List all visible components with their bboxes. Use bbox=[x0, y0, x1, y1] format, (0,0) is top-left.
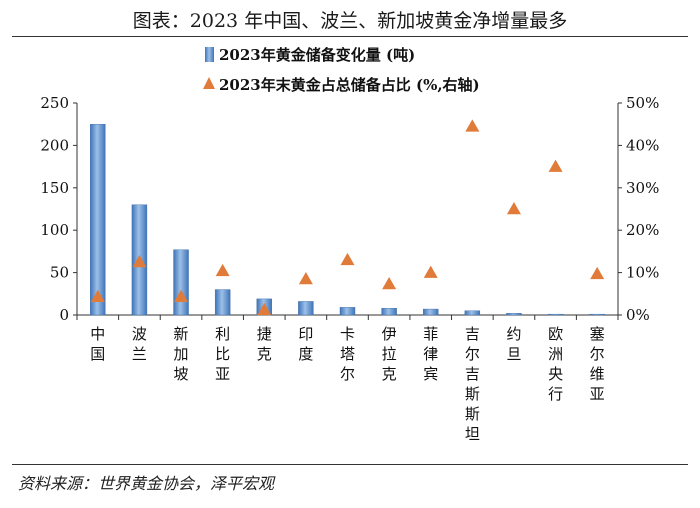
y-left-tick-label: 250 bbox=[40, 94, 69, 112]
marker-point bbox=[382, 277, 397, 290]
bar bbox=[589, 313, 605, 316]
bottom-rule bbox=[12, 464, 688, 465]
y-right-tick-label: 40% bbox=[626, 136, 659, 154]
marker-point bbox=[465, 119, 480, 132]
y-right-tick-label: 30% bbox=[626, 179, 659, 197]
marker-point bbox=[90, 289, 105, 303]
bar bbox=[173, 249, 189, 316]
marker-point bbox=[215, 263, 230, 277]
category-label: 新加坡 bbox=[174, 325, 189, 383]
marker-point bbox=[257, 302, 272, 316]
y-left-tick-label: 50 bbox=[50, 264, 69, 282]
y-left-tick-label: 0 bbox=[59, 306, 69, 324]
bar bbox=[381, 308, 397, 316]
category-label: 捷克 bbox=[257, 325, 272, 363]
y-right-tick-label: 20% bbox=[626, 221, 659, 239]
source-note: 资料来源：世界黄金协会，泽平宏观 bbox=[18, 474, 275, 493]
legend-marker-swatch bbox=[203, 77, 215, 89]
bar-series bbox=[90, 123, 605, 316]
marker-point bbox=[590, 266, 605, 280]
legend: 2023年黄金储备变化量 (吨) 2023年末黄金占总储备占比 (%,右轴) bbox=[203, 46, 480, 94]
marker-point bbox=[506, 202, 521, 215]
bar bbox=[339, 307, 356, 316]
marker-point bbox=[548, 159, 563, 172]
bar bbox=[90, 123, 106, 316]
y-left-tick-label: 200 bbox=[40, 136, 69, 154]
bar bbox=[298, 301, 314, 316]
category-label: 卡塔尔 bbox=[340, 325, 355, 383]
marker-point bbox=[132, 255, 147, 268]
legend-bar-swatch bbox=[205, 47, 214, 62]
marker-point bbox=[174, 289, 189, 303]
category-label: 吉尔吉斯斯坦 bbox=[465, 325, 480, 443]
marker-series bbox=[90, 119, 605, 316]
category-label: 菲律宾 bbox=[423, 325, 438, 383]
chart-title: 图表：2023 年中国、波兰、新加坡黄金净增量最多 bbox=[132, 10, 568, 32]
y-right-tick-label: 0% bbox=[626, 306, 650, 324]
category-label: 波兰 bbox=[132, 325, 147, 363]
bar bbox=[506, 313, 522, 316]
bar bbox=[547, 313, 564, 316]
marker-point bbox=[423, 265, 438, 278]
category-label: 利比亚 bbox=[215, 325, 230, 383]
category-label: 欧洲央行 bbox=[548, 325, 563, 403]
y-left-tick-label: 100 bbox=[40, 221, 69, 239]
y-right-tick-label: 50% bbox=[626, 94, 659, 112]
bar bbox=[423, 308, 439, 316]
legend-label-markers: 2023年末黄金占总储备占比 (%,右轴) bbox=[219, 76, 480, 94]
category-label: 塞尔维亚 bbox=[590, 325, 605, 403]
y-right-tick-label: 10% bbox=[626, 264, 659, 282]
category-label: 中国 bbox=[90, 325, 105, 363]
category-label: 伊拉克 bbox=[382, 325, 397, 383]
category-label: 约旦 bbox=[506, 325, 521, 363]
y-left-tick-label: 150 bbox=[40, 179, 69, 197]
axes: 0 50 100 150 200 250 0% 10% 20% 30% 40% 50% bbox=[40, 94, 659, 324]
marker-point bbox=[298, 271, 313, 285]
legend-label-bars: 2023年黄金储备变化量 (吨) bbox=[219, 46, 415, 64]
marker-point bbox=[340, 252, 355, 266]
bar bbox=[464, 310, 481, 316]
category-label: 印度 bbox=[298, 325, 313, 363]
top-rule bbox=[12, 36, 688, 37]
chart: 2023年黄金储备变化量 (吨) 2023年末黄金占总储备占比 (%,右轴) 0 5… bbox=[40, 46, 659, 443]
bar bbox=[214, 289, 231, 316]
